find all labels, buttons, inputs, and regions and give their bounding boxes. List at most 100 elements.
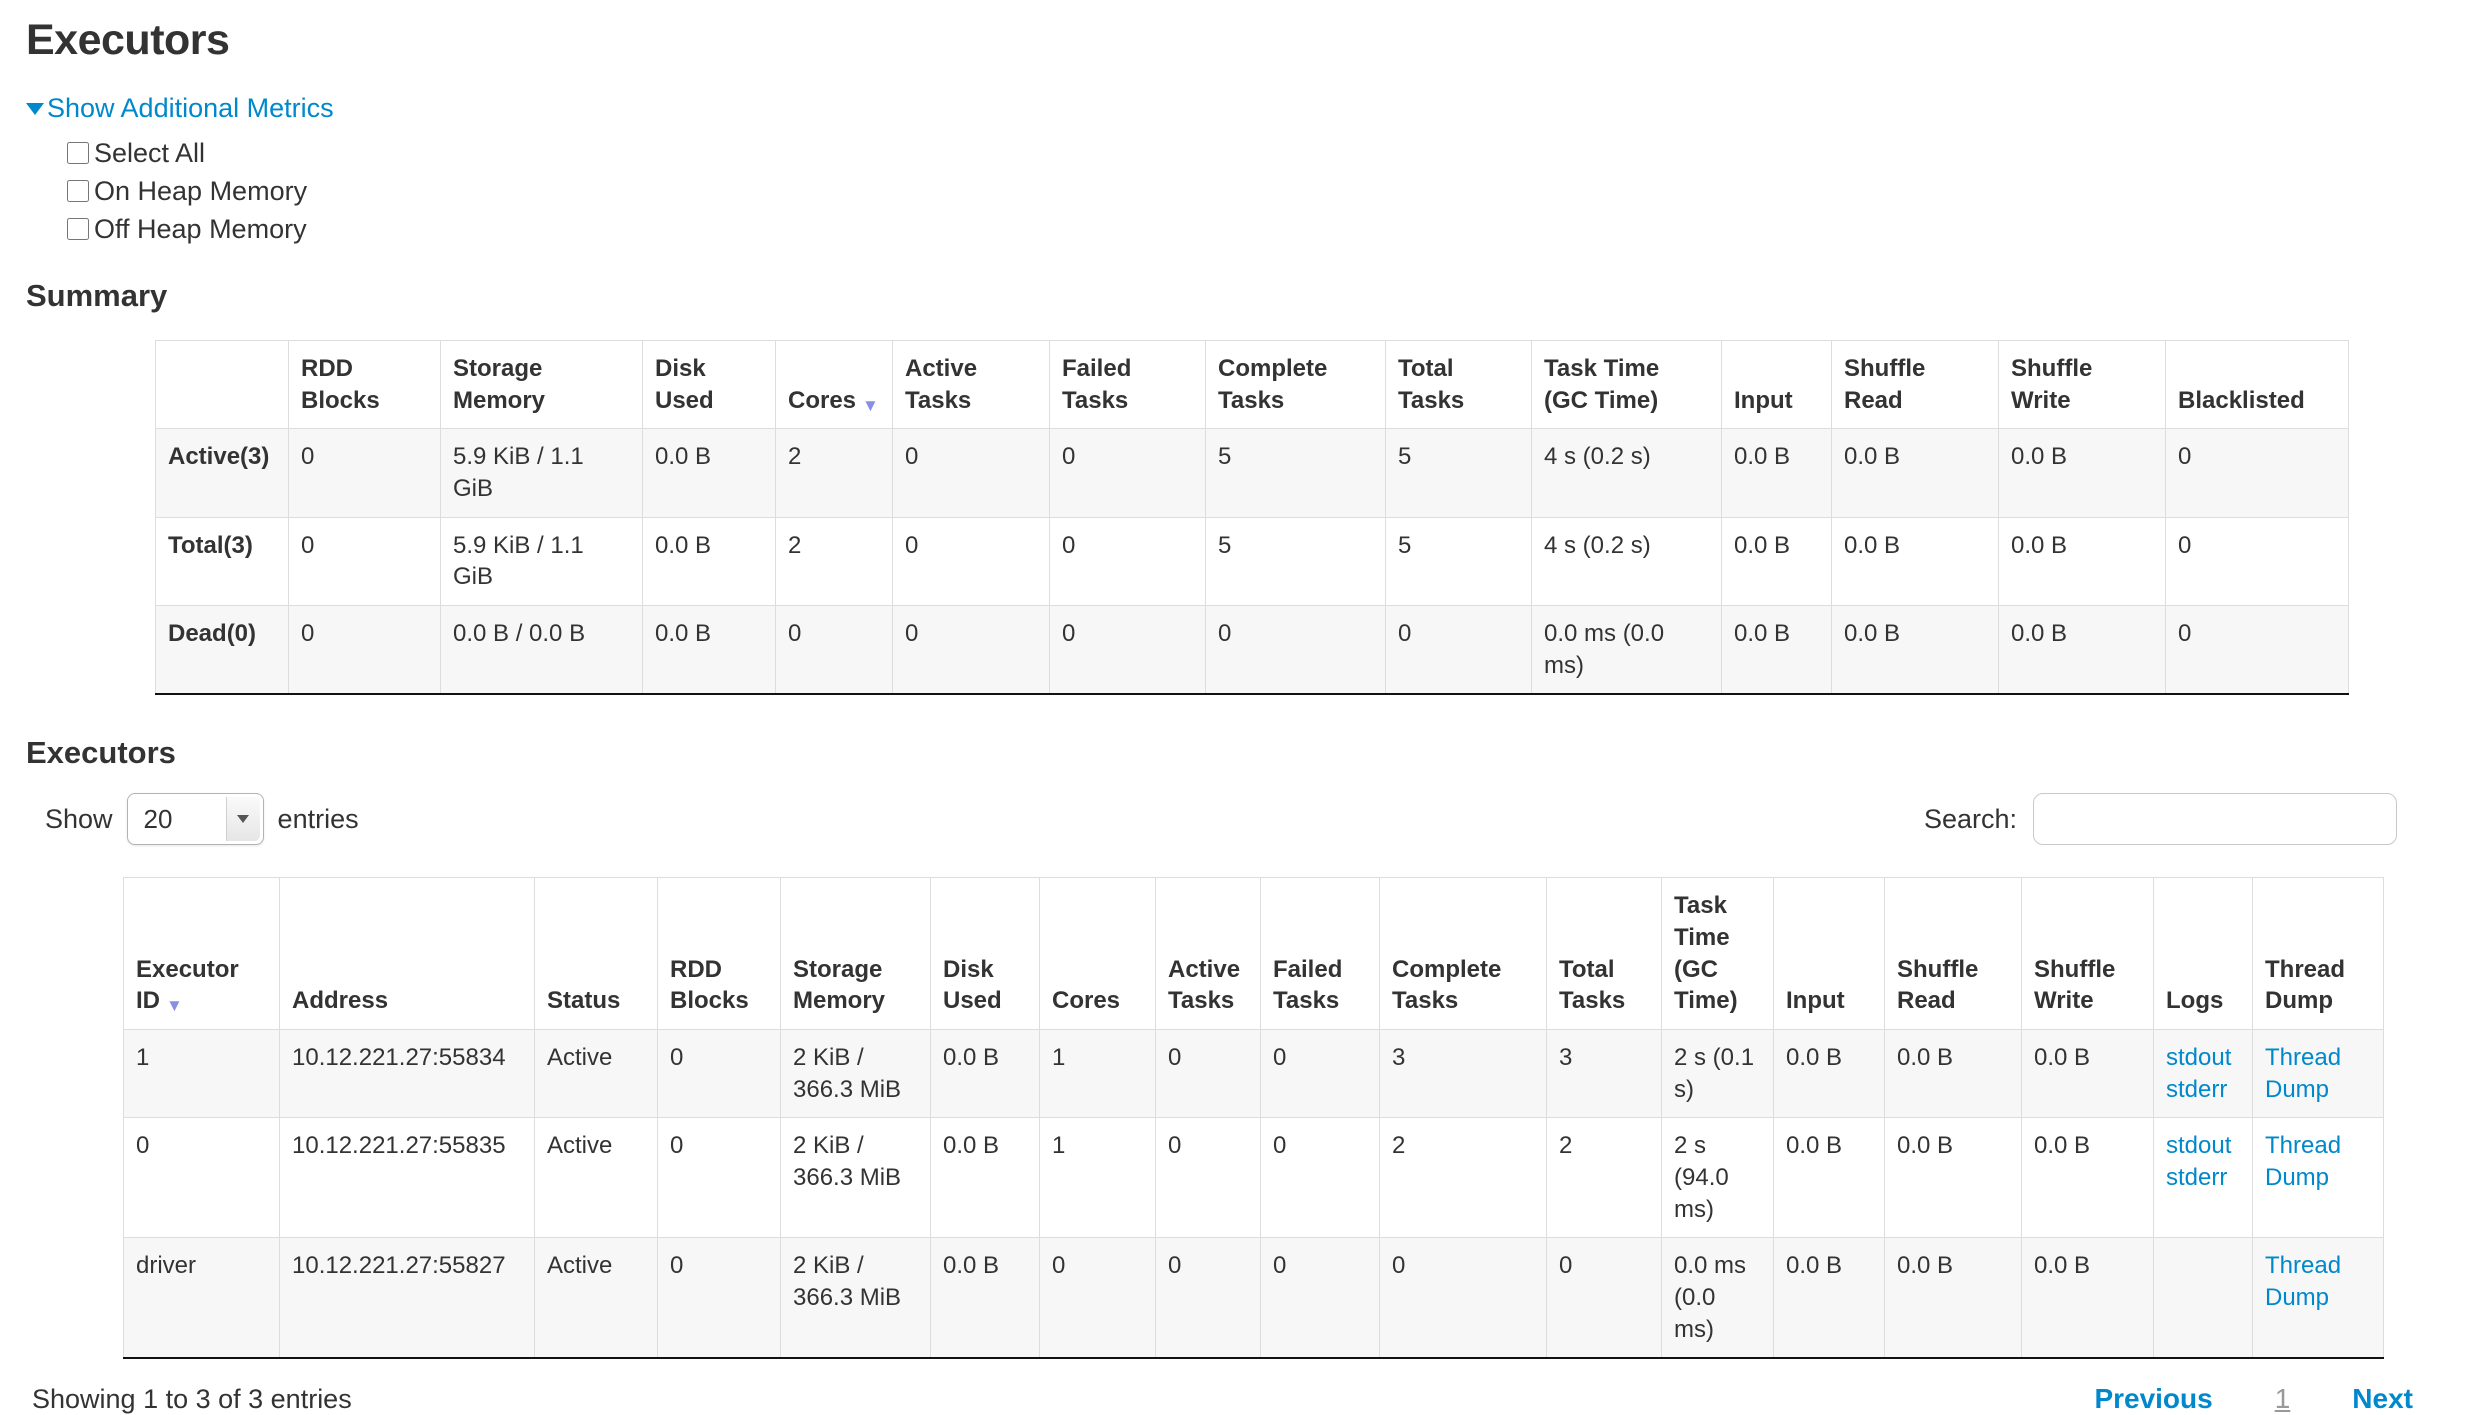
column-header-blacklisted[interactable]: Blacklisted <box>2165 339 2349 430</box>
column-header-thread-dump[interactable]: Thread Dump <box>2252 877 2384 1031</box>
select-all-option[interactable]: Select All <box>67 134 2466 172</box>
row-label: Active(3) <box>155 428 289 518</box>
column-header-failed-tasks[interactable]: Failed Tasks <box>1049 339 1206 430</box>
next-page-link[interactable]: Next <box>2352 1383 2413 1415</box>
executors-heading: Executors <box>26 735 176 771</box>
column-header-complete-tasks[interactable]: Complete Tasks <box>1205 339 1386 430</box>
column-header-disk-used[interactable]: Disk Used <box>642 339 776 430</box>
select-all-label: Select All <box>94 137 206 168</box>
table-cell: 0 <box>1385 605 1532 695</box>
table-cell: 5 <box>1385 428 1532 518</box>
pagination: Previous 1 Next <box>2094 1383 2413 1415</box>
table-row: driver 10.12.221.27:55827 Active 0 2 KiB / 3… <box>123 1237 2384 1359</box>
table-cell: 0 <box>1155 1117 1261 1239</box>
executors-table-container: Executor ID ▼ Address Status RDD Blocks Stora… <box>123 877 2466 1360</box>
column-header-address[interactable]: Address <box>279 877 535 1031</box>
column-label: Shuffle Write <box>2011 355 2093 414</box>
column-header-status[interactable]: Status <box>534 877 658 1031</box>
column-header-cores[interactable]: Cores ▼ <box>775 339 893 430</box>
stdout-link[interactable]: stdout <box>2166 1044 2232 1072</box>
column-header-total-tasks[interactable]: Total Tasks <box>1385 339 1532 430</box>
stdout-link[interactable]: stdout <box>2166 1132 2232 1160</box>
column-header-cores[interactable]: Cores <box>1039 877 1156 1031</box>
column-label: Storage Memory <box>793 955 886 1015</box>
table-cell: 0.0 B <box>2021 1029 2154 1119</box>
table-cell: 0 <box>1260 1117 1380 1239</box>
column-label: Complete Tasks <box>1392 955 1502 1015</box>
column-label: Shuffle Read <box>1844 355 1926 414</box>
table-cell: 0.0 B <box>1773 1029 1885 1119</box>
search-label: Search: <box>1923 803 2017 834</box>
table-cell: 0.0 B <box>2021 1117 2154 1239</box>
chevron-down-icon <box>225 797 260 842</box>
previous-page-link[interactable]: Previous <box>2094 1383 2213 1415</box>
table-cell: 0.0 B <box>1884 1029 2022 1119</box>
column-header-failed-tasks[interactable]: Failed Tasks <box>1260 877 1380 1031</box>
column-header-blank[interactable] <box>155 339 289 430</box>
column-header-complete-tasks[interactable]: Complete Tasks <box>1379 877 1547 1031</box>
table-cell: 0.0 B <box>1998 428 2166 518</box>
table-cell: 0.0 B <box>1998 516 2166 607</box>
column-header-task-time-gc-time[interactable]: Task Time (GC Time) <box>1661 877 1774 1031</box>
table-cell: 0 <box>288 605 441 695</box>
table-cell: 0.0 B <box>1773 1237 1885 1359</box>
entries-label: entries <box>277 803 359 834</box>
column-header-disk-used[interactable]: Disk Used <box>930 877 1040 1031</box>
column-header-shuffle-write[interactable]: Shuffle Write <box>2021 877 2154 1031</box>
table-cell: 0.0 ms (0.0 ms) <box>1531 605 1722 695</box>
table-cell: Thread Dump <box>2252 1117 2384 1239</box>
summary-table-container: RDD Blocks Storage Memory Disk Used Cores ▼ A… <box>155 339 2466 696</box>
select-all-checkbox[interactable] <box>67 142 89 164</box>
thread-dump-link[interactable]: Thread Dump <box>2265 1132 2342 1192</box>
table-cell: 0 <box>123 1117 280 1239</box>
column-header-shuffle-read[interactable]: Shuffle Read <box>1884 877 2022 1031</box>
table-cell: 0.0 B <box>1998 605 2166 695</box>
column-label: Task Time (GC Time) <box>1544 355 1660 414</box>
table-cell: 2 <box>1379 1117 1547 1239</box>
column-header-active-tasks[interactable]: Active Tasks <box>892 339 1050 430</box>
column-header-rdd-blocks[interactable]: RDD Blocks <box>288 339 441 430</box>
column-header-total-tasks[interactable]: Total Tasks <box>1546 877 1662 1031</box>
show-label: Show <box>45 803 113 834</box>
column-label: Shuffle Read <box>1897 955 1979 1015</box>
table-cell: 0 <box>1049 516 1206 607</box>
stderr-link[interactable]: stderr <box>2166 1075 2228 1103</box>
table-cell: Thread Dump <box>2252 1029 2384 1119</box>
off-heap-memory-checkbox[interactable] <box>67 218 89 240</box>
show-additional-metrics-link[interactable]: Show Additional Metrics <box>26 93 334 124</box>
column-header-input[interactable]: Input <box>1721 339 1832 430</box>
column-header-shuffle-read[interactable]: Shuffle Read <box>1831 339 1999 430</box>
thread-dump-link[interactable]: Thread Dump <box>2265 1252 2342 1312</box>
column-header-rdd-blocks[interactable]: RDD Blocks <box>657 877 781 1031</box>
column-header-active-tasks[interactable]: Active Tasks <box>1155 877 1261 1031</box>
on-heap-memory-checkbox[interactable] <box>67 180 89 202</box>
table-cell: 0 <box>288 516 441 607</box>
column-label: Total Tasks <box>1559 955 1626 1015</box>
header-row: RDD Blocks Storage Memory Disk Used Cores ▼ A… <box>155 339 2349 430</box>
column-header-shuffle-write[interactable]: Shuffle Write <box>1998 339 2166 430</box>
off-heap-memory-option[interactable]: Off Heap Memory <box>67 210 2466 248</box>
table-cell: 5 <box>1205 428 1386 518</box>
column-header-storage-memory[interactable]: Storage Memory <box>780 877 931 1031</box>
on-heap-memory-option[interactable]: On Heap Memory <box>67 172 2466 210</box>
thread-dump-link[interactable]: Thread Dump <box>2265 1044 2342 1103</box>
header-row: Executor ID ▼ Address Status RDD Blocks Stora… <box>123 877 2384 1031</box>
table-cell: 0.0 B <box>642 428 776 518</box>
table-cell: 0 <box>657 1117 781 1239</box>
column-header-logs[interactable]: Logs <box>2153 877 2253 1031</box>
column-header-task-time-gc-time[interactable]: Task Time (GC Time) <box>1531 339 1722 430</box>
entries-select[interactable]: 20 <box>126 793 264 846</box>
stderr-link[interactable]: stderr <box>2166 1164 2228 1192</box>
column-header-storage-memory[interactable]: Storage Memory <box>440 339 643 430</box>
page-number-link[interactable]: 1 <box>2274 1383 2291 1415</box>
column-label: Failed Tasks <box>1062 355 1132 414</box>
table-cell: 1 <box>1039 1029 1156 1119</box>
search-input[interactable] <box>2033 793 2397 846</box>
table-cell: 2 <box>775 516 893 607</box>
table-cell: 0 <box>2165 428 2349 518</box>
column-header-executor-id[interactable]: Executor ID ▼ <box>123 877 280 1031</box>
column-header-input[interactable]: Input <box>1773 877 1885 1031</box>
table-controls: Show 20 entries Search: <box>26 793 2397 846</box>
